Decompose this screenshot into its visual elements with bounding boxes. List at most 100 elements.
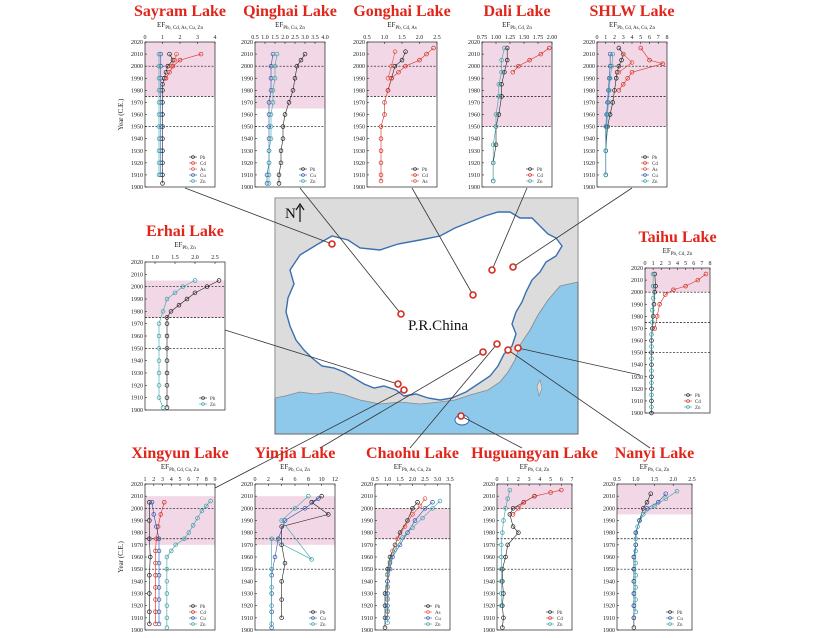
data-point	[633, 548, 638, 554]
shaded-band	[145, 496, 215, 545]
data-point	[651, 302, 657, 307]
data-point	[389, 63, 394, 69]
data-point	[648, 491, 653, 496]
series-line	[502, 495, 535, 628]
x-axis-label: EFPb, Cd, As	[387, 21, 417, 31]
series-pb	[164, 278, 222, 410]
legend-label: Zn	[200, 180, 206, 185]
legend-label: Pb	[677, 611, 683, 616]
data-point	[605, 112, 610, 117]
x-axis-label: EFPb, Cu, Zn	[280, 463, 310, 473]
series-zn	[499, 487, 513, 608]
y-tick-label: 1940	[353, 137, 365, 143]
connector-shlw	[512, 187, 633, 268]
x-tick-label: 2.5	[688, 477, 696, 483]
y-tick-label: 1910	[131, 616, 143, 622]
x-tick-label: 3	[668, 261, 671, 267]
data-point	[559, 487, 564, 493]
data-point	[164, 579, 170, 584]
north-arrow-icon	[295, 202, 305, 222]
chart-title: Taihu Lake	[638, 229, 716, 246]
x-tick-label: 2	[179, 35, 182, 41]
y-tick-label: 1920	[353, 161, 365, 167]
y-tick-label: 1970	[583, 100, 595, 106]
data-point	[147, 536, 152, 541]
y-tick-label: 1990	[361, 519, 373, 525]
legend-marker	[311, 622, 315, 626]
y-tick-label: 1940	[583, 137, 595, 143]
y-tick-label: 2020	[631, 266, 643, 272]
data-point	[147, 609, 152, 614]
data-point	[395, 536, 400, 541]
data-point	[382, 615, 388, 621]
legend-marker	[311, 610, 315, 614]
x-tick-label: 6	[648, 35, 651, 41]
y-tick-label: 1950	[361, 567, 373, 573]
data-point	[501, 518, 506, 523]
data-point	[306, 493, 311, 499]
data-point	[156, 333, 162, 339]
x-tick-label: 1.5	[396, 477, 404, 483]
x-axis-label: EFPb, Zn	[174, 241, 196, 251]
x-tick-label: 0.5	[363, 35, 371, 41]
data-point	[278, 160, 284, 166]
y-tick-label: 1900	[583, 185, 595, 191]
data-point	[620, 51, 626, 57]
china-map: N P.R.China	[274, 197, 579, 435]
legend-marker	[191, 604, 195, 608]
y-tick-label: 1960	[468, 113, 480, 119]
series-line	[605, 47, 624, 175]
x-tick-label: 9	[214, 477, 217, 483]
data-point	[294, 63, 300, 69]
data-point	[163, 75, 169, 81]
y-tick-label: 1970	[353, 100, 365, 106]
x-tick-label: 5	[179, 477, 182, 483]
legend-label: Pb	[320, 611, 326, 616]
x-tick-label: 2.5	[291, 35, 299, 41]
x-tick-label: 5	[549, 477, 552, 483]
y-tick-label: 1900	[483, 628, 495, 634]
y-tick-label: 2000	[353, 64, 365, 70]
data-point	[620, 82, 626, 87]
data-point	[650, 271, 656, 277]
y-tick-label: 1980	[361, 531, 373, 537]
x-tick-label: 1.25	[505, 35, 516, 41]
data-point	[378, 124, 384, 129]
legend-label: Pb	[310, 168, 316, 173]
data-point	[160, 405, 166, 410]
legend-marker	[643, 179, 647, 183]
data-point	[156, 321, 162, 326]
legend-label: Pb	[537, 168, 543, 173]
data-point	[164, 333, 170, 339]
data-point	[510, 512, 516, 517]
x-tick-label: 2	[267, 477, 270, 483]
china-outline	[285, 211, 563, 401]
y-tick-label: 1970	[603, 543, 615, 549]
chart-title: Qinghai Lake	[243, 3, 337, 20]
y-tick-label: 1920	[483, 604, 495, 610]
series-line	[166, 500, 211, 628]
legend-label: Cd	[695, 400, 701, 405]
y-tick-label: 1940	[241, 579, 253, 585]
data-point	[504, 57, 510, 63]
data-point	[276, 172, 282, 178]
data-point	[650, 295, 656, 301]
data-point	[156, 136, 162, 141]
data-point	[382, 100, 387, 105]
data-point	[510, 506, 516, 511]
legend-marker	[301, 173, 305, 177]
data-point	[164, 615, 170, 621]
data-point	[266, 172, 272, 178]
data-point	[616, 69, 622, 75]
data-point	[499, 603, 504, 608]
legend-label: Cu	[320, 617, 326, 622]
data-point	[302, 506, 308, 511]
shaded-band	[482, 42, 552, 127]
data-point	[493, 142, 499, 147]
